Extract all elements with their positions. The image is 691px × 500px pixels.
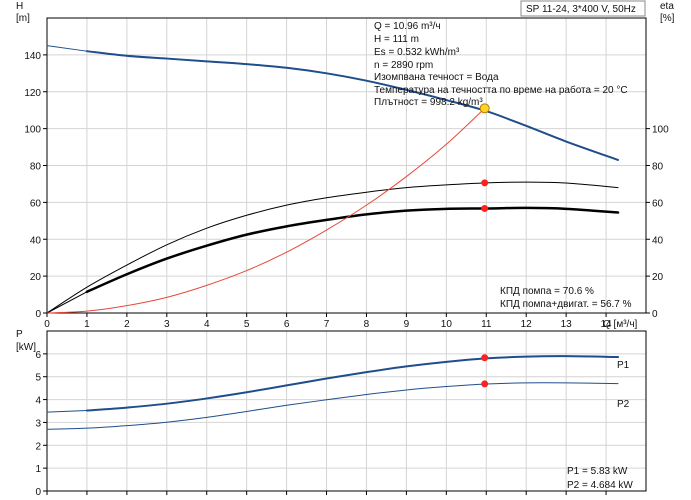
pump-efficiency-label: КПД помпа = 70.6 % [500,286,594,297]
x-tick-label: 10 [441,319,453,330]
duty-point-marker [481,380,489,388]
head-chart: 0 1 2 3 4 5 6 7 8 9 10 11 12 13 1402040608010012014002… [16,0,675,330]
series-label-p2: P2 [617,399,630,410]
x-tick-label: 6 [284,319,290,330]
y-axis-label-h: H [16,1,23,12]
y-tick-label-right: 80 [652,162,664,173]
x-tick-label: 14 [601,319,613,330]
y-axis-unit-p: [kW] [16,342,36,353]
info-head: H = 111 m [374,34,419,45]
series-total-efficiency [85,206,620,294]
x-tick-label: 11 [481,319,492,330]
y-axis-label-p: P [16,329,23,340]
series-label-p1: P1 [617,360,630,371]
head-chart-markers [479,103,490,212]
y-tick-label-right: 0 [652,309,658,320]
y-tick-label-left: 140 [24,51,41,62]
y-tick-label-left: 2 [35,441,41,452]
x-tick-label: 7 [324,319,330,330]
y-axis-unit-h: [m] [16,13,30,24]
y-tick-label-left: 60 [30,198,42,209]
x-axis-label-q: Q [м³/ч] [603,319,638,330]
power-chart: 0 1 2 3 4 5 6 P [kW] P1 P2 P1 = 5.83 kW P2 = 4… [16,329,647,498]
x-tick-label: 4 [204,319,210,330]
power-chart-frame [46,330,647,492]
duty-point-marker [481,204,489,212]
series-head-extension [46,45,88,52]
info-energy: Es = 0.532 kWh/m³ [374,47,460,58]
info-liquid: Изомпвана течност = Вода [374,72,499,83]
y-tick-label-right: 40 [652,235,664,246]
power-chart-ticks: 0 1 2 3 4 5 6 [35,350,607,498]
series-pump-efficiency [46,181,619,314]
series-P1 [85,355,620,412]
y-tick-label-left: 4 [35,396,41,407]
y-tick-label-left: 100 [24,125,41,136]
info-density: Плътност = 998.2 kg/m³ [374,97,483,108]
x-tick-label: 5 [244,319,250,330]
y-tick-label-left: 5 [35,373,41,384]
title-box: SP 11-24, 3*400 V, 50Hz [520,0,646,17]
y-tick-label-left: 80 [30,162,42,173]
power-chart-markers [481,354,489,388]
power-chart-series [46,355,620,430]
series-total-efficiency-extension [46,291,88,314]
x-tick-label: 13 [561,319,573,330]
y-tick-label-left: 20 [30,272,42,283]
y-tick-label-left: 0 [35,487,41,498]
y-tick-label-left: 40 [30,235,42,246]
x-tick-label: 1 [84,319,90,330]
head-chart-grid [47,18,646,313]
y-tick-label-left: 6 [35,350,41,361]
y-tick-label-left: 1 [35,464,41,475]
info-speed: n = 2890 rpm [374,60,433,71]
duty-point-marker [479,103,490,114]
chart-title: SP 11-24, 3*400 V, 50Hz [526,4,636,15]
info-temperature: Температура на течността по време на раб… [374,84,628,96]
power-chart-grid [47,331,646,491]
duty-point-marker [481,179,489,187]
series-system-curve [46,107,486,314]
y-tick-label-right: 20 [652,272,664,283]
head-chart-series [46,45,620,314]
info-flow: Q = 10.96 m³/ч [374,21,441,32]
y-tick-label-left: 0 [35,309,41,320]
series-P1-extension [46,410,88,413]
duty-point-marker [481,354,489,362]
x-tick-label: 12 [521,319,533,330]
info-block: Q = 10.96 m³/ч H = 111 m Es = 0.532 kWh/… [374,21,628,108]
series-P2 [46,382,619,430]
y-tick-label-right: 60 [652,198,664,209]
x-tick-label: 8 [364,319,370,330]
y-tick-label-right: 100 [652,125,669,136]
x-tick-label: 3 [164,319,170,330]
x-tick-label: 0 [44,319,50,330]
total-efficiency-label: КПД помпа+двигат. = 56.7 % [500,299,632,310]
series-head [85,50,620,161]
x-tick-label: 9 [404,319,410,330]
p2-value-label: P2 = 4.684 kW [567,480,633,491]
y-tick-label-left: 3 [35,418,41,429]
head-chart-ticks: 0 1 2 3 4 5 6 7 8 9 10 11 12 13 1402040608010012014002… [24,51,669,330]
y-tick-label-left: 120 [24,88,41,99]
p1-value-label: P1 = 5.83 kW [567,466,628,477]
y-axis-unit-eta: [%] [660,13,675,24]
y-axis-label-eta: eta [660,1,674,12]
x-tick-label: 2 [124,319,130,330]
